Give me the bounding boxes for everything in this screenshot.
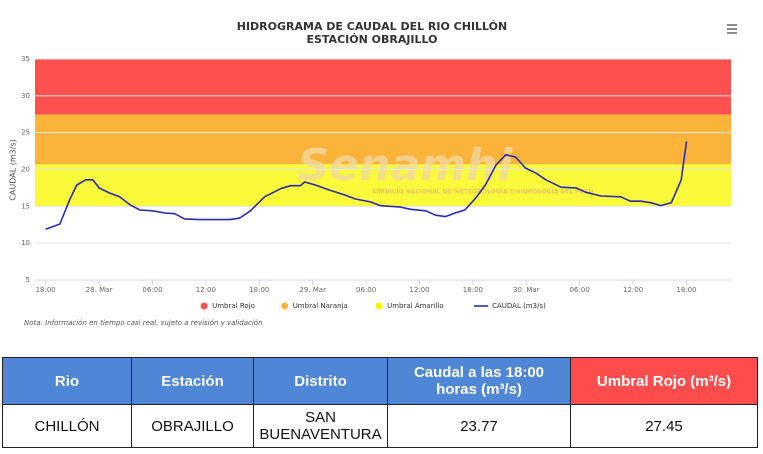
table-header: Umbral Rojo (m³/s) (570, 357, 758, 405)
legend-symbol (281, 302, 289, 310)
legend-item[interactable]: Umbral Amarillo (375, 302, 444, 310)
table-header: Rio (2, 357, 132, 405)
chart-subtitle: ESTACIÓN OBRAJILLO (306, 33, 437, 46)
y-tick-label: 30 (21, 92, 30, 100)
y-tick-label: 10 (21, 239, 30, 247)
x-tick-label: 18:00 (463, 286, 483, 294)
legend-symbol (200, 302, 208, 310)
legend-label: Umbral Amarillo (387, 302, 444, 310)
table-header: Caudal a las 18:00 horas (m³/s) (387, 357, 571, 405)
summary-table: Rio Estación Distrito Caudal a las 18:00… (2, 357, 758, 448)
table-header: Estación (131, 357, 254, 405)
x-tick-label: 06:00 (142, 286, 162, 294)
x-tick-label: 28. Mar (86, 286, 113, 294)
x-tick-label: 12:00 (409, 286, 429, 294)
chart: HIDROGRAMA DE CAUDAL DEL RIO CHILLÓN EST… (9, 20, 737, 327)
legend-label: CAUDAL (m3/s) (492, 302, 546, 310)
table-cell: 23.77 (387, 404, 571, 448)
x-tick-label: 29. Mar (299, 286, 326, 294)
legend-label: Umbral Rojo (212, 302, 255, 310)
watermark-title: Senamhi (298, 140, 514, 191)
y-tick-label: 25 (21, 129, 30, 137)
x-tick-label: 12:00 (623, 286, 643, 294)
watermark-subtitle: SERVICIO NACIONAL DE METEOROLOGÍA E HIDR… (372, 188, 593, 196)
x-tick-label: 12:00 (196, 286, 216, 294)
legend-item[interactable]: Umbral Naranja (281, 302, 348, 310)
y-axis-label: CAUDAL (m3/s) (9, 139, 18, 200)
x-tick-label: 18:00 (36, 286, 56, 294)
threshold-band (35, 59, 731, 115)
table-cell: SAN BUENAVENTURA (253, 404, 388, 448)
legend-item[interactable]: Umbral Rojo (200, 302, 255, 310)
x-tick-label: 06:00 (570, 286, 590, 294)
threshold-band (35, 164, 731, 207)
y-tick-label: 35 (21, 55, 30, 63)
x-tick-label: 30. Mar (513, 286, 540, 294)
chart-title: HIDROGRAMA DE CAUDAL DEL RIO CHILLÓN (237, 20, 507, 33)
legend-label: Umbral Naranja (293, 302, 348, 310)
table-cell: 27.45 (570, 404, 758, 448)
table-cell: OBRAJILLO (131, 404, 254, 448)
y-tick-label: 20 (21, 166, 30, 174)
y-tick-label: 5 (26, 276, 30, 284)
x-tick-label: 18:00 (676, 286, 696, 294)
table-cell: CHILLÓN (2, 404, 132, 448)
menu-icon[interactable] (727, 24, 737, 34)
legend-item[interactable]: CAUDAL (m3/s) (474, 302, 546, 310)
x-tick-label: 06:00 (356, 286, 376, 294)
threshold-band (35, 114, 731, 165)
table-header: Distrito (253, 357, 388, 405)
legend-symbol (375, 302, 383, 310)
x-tick-label: 18:00 (249, 286, 269, 294)
y-tick-label: 15 (21, 202, 30, 210)
data-line (45, 141, 688, 230)
note: Nota: Información en tiempo casi real, s… (24, 319, 263, 327)
